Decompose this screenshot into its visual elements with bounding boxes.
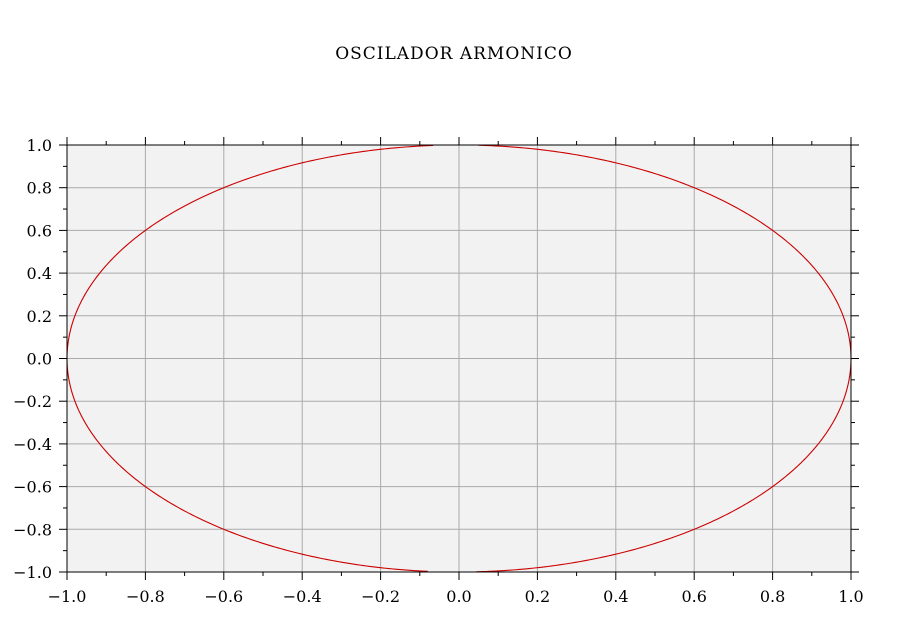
x-tick-label: 0.8	[760, 587, 785, 606]
chart-title: OSCILADOR ARMONICO	[335, 44, 573, 64]
x-tick-label: 0.6	[681, 587, 706, 606]
y-tick-label: 0.4	[27, 264, 52, 283]
x-tick-label: 0.2	[525, 587, 550, 606]
grid-lines	[67, 145, 851, 572]
x-tick-label: −0.4	[283, 587, 322, 606]
y-tick-label: 1.0	[27, 136, 52, 155]
axis-ticks	[59, 137, 859, 580]
x-tick-label: 1.0	[838, 587, 863, 606]
y-tick-label: 0.6	[27, 221, 52, 240]
x-tick-label: −0.6	[204, 587, 243, 606]
x-tick-label: −0.8	[126, 587, 165, 606]
y-tick-label: 0.2	[27, 307, 52, 326]
y-tick-label: −1.0	[13, 563, 52, 582]
x-tick-label: 0.0	[446, 587, 471, 606]
x-tick-label: −0.2	[361, 587, 400, 606]
y-tick-label: −0.6	[13, 478, 52, 497]
y-tick-label: −0.4	[13, 435, 52, 454]
tick-labels: −1.0 −0.8 −0.6 −0.4 −0.2 0.0 0.2 0.4 0.6 0.8 1.0 1.…	[13, 136, 864, 606]
y-tick-label: 0.8	[27, 179, 52, 198]
y-tick-label: −0.8	[13, 520, 52, 539]
y-tick-label: 0.0	[27, 350, 52, 369]
y-tick-label: −0.2	[13, 392, 52, 411]
x-tick-label: −1.0	[48, 587, 87, 606]
x-tick-label: 0.4	[603, 587, 628, 606]
